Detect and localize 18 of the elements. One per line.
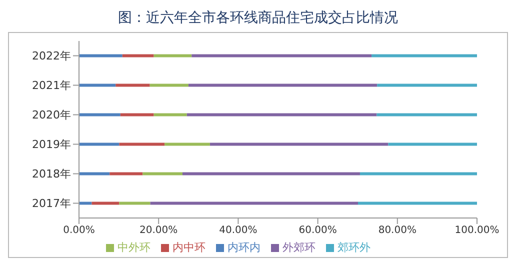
legend-label: 中外环 bbox=[118, 241, 150, 254]
x-tick-label: 80.00% bbox=[378, 225, 416, 236]
x-tick-label: 40.00% bbox=[219, 225, 258, 236]
y-tick-label: 2020年 bbox=[32, 108, 71, 122]
chart-title: 图：近六年全市各环线商品住宅成交占比情况 bbox=[117, 9, 399, 28]
y-tick-label: 2021年 bbox=[32, 79, 71, 92]
legend-label: 外郊环 bbox=[282, 241, 316, 254]
x-tick-label: 60.00% bbox=[298, 225, 337, 236]
y-tick-label: 2018年 bbox=[32, 168, 71, 181]
x-tick-label: 0.00% bbox=[63, 225, 95, 236]
y-tick-label: 2019年 bbox=[32, 138, 71, 152]
y-tick-label: 2017年 bbox=[32, 197, 71, 210]
x-tick-label: 20.00% bbox=[140, 225, 178, 236]
legend-label: 郊环外 bbox=[338, 241, 370, 254]
legend-label: 内环内 bbox=[228, 241, 260, 254]
y-tick-label: 2022年 bbox=[32, 50, 71, 63]
legend-label: 内中环 bbox=[172, 241, 206, 254]
x-tick-label: 100.00% bbox=[454, 225, 500, 236]
